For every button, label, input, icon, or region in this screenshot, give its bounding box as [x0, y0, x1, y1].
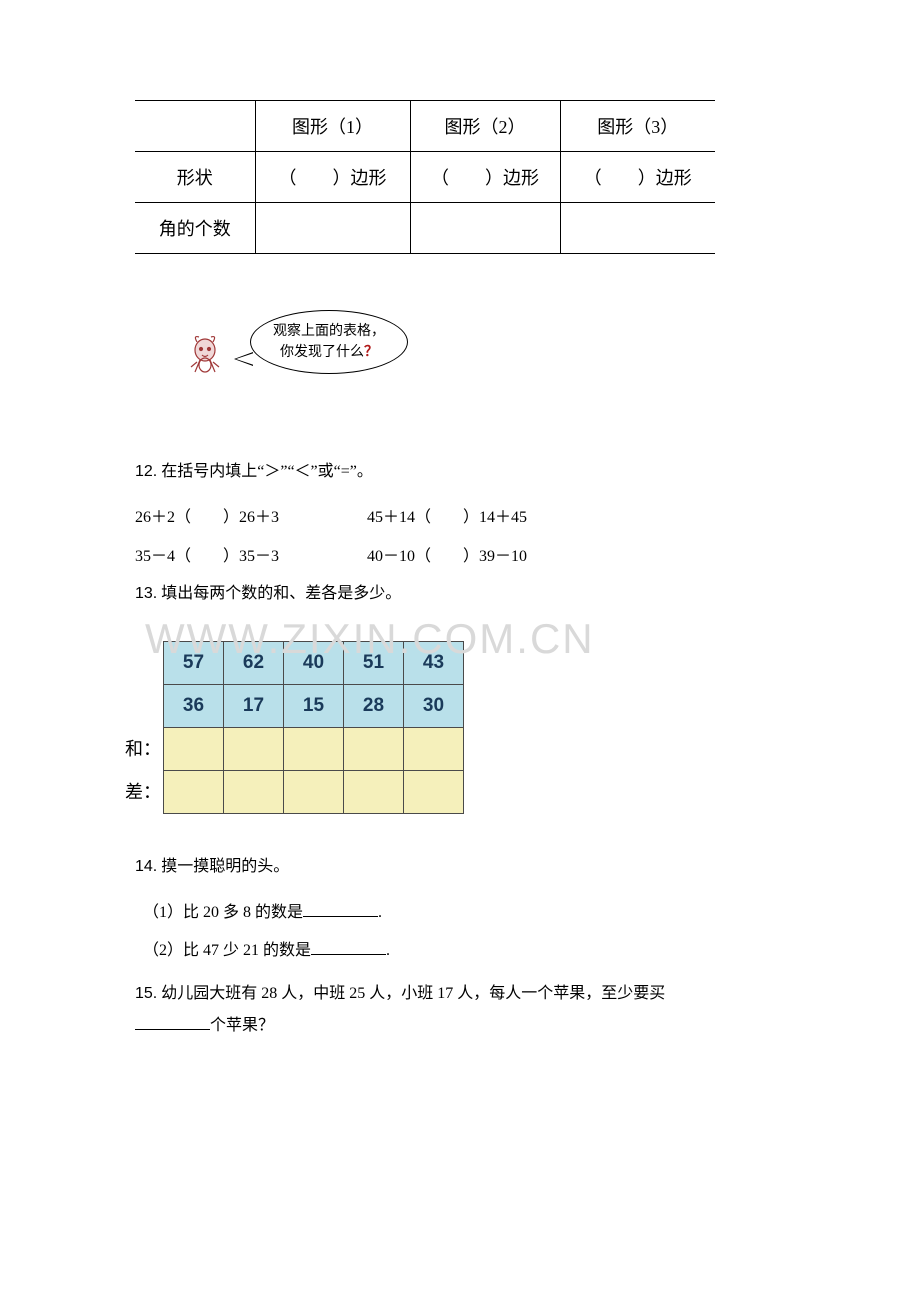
q12-text: 在括号内填上“＞”“＜”或“=”。 — [161, 463, 373, 480]
q14-s2: （2）比 47 少 21 的数是. — [143, 936, 785, 960]
t2-r2c1: 36 — [164, 685, 224, 728]
t1-h2: 图形（2） — [410, 101, 560, 152]
mascot-icon — [185, 332, 225, 382]
q13: 13. 填出每两个数的和、差各是多少。 — [135, 581, 785, 607]
q15-text-b: 个苹果？ — [210, 1017, 274, 1034]
t2-r2c5: 30 — [404, 685, 464, 728]
q15-text-a: 幼儿园大班有 28 人，中班 25 人，小班 17 人，每人一个苹果，至少要买 — [161, 985, 665, 1002]
q14-text: 摸一摸聪明的头。 — [161, 858, 289, 875]
t2-r2c4: 28 — [344, 685, 404, 728]
t2-r1c5: 43 — [404, 642, 464, 685]
t2-labels: 和： 差： — [125, 642, 161, 814]
t1-r2-label: 形状 — [135, 152, 255, 203]
t2-r1c3: 40 — [284, 642, 344, 685]
t2-r2c3: 15 — [284, 685, 344, 728]
q15: 15. 幼儿园大班有 28 人，中班 25 人，小班 17 人，每人一个苹果，至… — [135, 978, 785, 1042]
q13-text: 填出每两个数的和、差各是多少。 — [161, 585, 401, 602]
bubble-line1: 观察上面的表格， — [273, 321, 385, 342]
diff-label: 差： — [125, 771, 161, 814]
q14-num: 14. — [135, 858, 157, 875]
t2-r1c1: 57 — [164, 642, 224, 685]
bubble-section: 观察上面的表格， 你发现了什么？ — [190, 304, 785, 399]
t1-r3-label: 角的个数 — [135, 203, 255, 254]
blank — [311, 939, 386, 955]
q12-row2: 35－4（ ）35－3 40－10（ ）39－10 — [135, 542, 785, 566]
t1-shape1: （ ）边形 — [255, 152, 410, 203]
q14: 14. 摸一摸聪明的头。 — [135, 854, 785, 880]
t1-shape3: （ ）边形 — [560, 152, 715, 203]
t1-h1: 图形（1） — [255, 101, 410, 152]
q12: 12. 在括号内填上“＞”“＜”或“=”。 — [135, 459, 785, 485]
bubble-line2: 你发现了什么？ — [273, 342, 385, 363]
t2-r1c2: 62 — [224, 642, 284, 685]
q12-row1: 26＋2（ ）26＋3 45＋14（ ）14＋45 — [135, 503, 785, 527]
t1-h3: 图形（3） — [560, 101, 715, 152]
q14-s1: （1）比 20 多 8 的数是. — [143, 898, 785, 922]
speech-bubble: 观察上面的表格， 你发现了什么？ — [250, 310, 408, 374]
shapes-table: 图形（1） 图形（2） 图形（3） 形状 （ ）边形 （ ）边形 （ ）边形 角… — [135, 100, 715, 254]
t2-r1c4: 51 — [344, 642, 404, 685]
sum-label: 和： — [125, 728, 161, 771]
blank — [303, 901, 378, 917]
t1-ang3 — [560, 203, 715, 254]
q15-num: 15. — [135, 985, 157, 1002]
sumdiff-section: 和： 差： 57 62 40 51 43 36 17 15 28 30 — [125, 641, 785, 814]
q12-num: 12. — [135, 463, 157, 480]
sumdiff-table: 57 62 40 51 43 36 17 15 28 30 — [163, 641, 464, 814]
t2-r2c2: 17 — [224, 685, 284, 728]
blank — [135, 1014, 210, 1030]
t1-blank — [135, 101, 255, 152]
q13-num: 13. — [135, 585, 157, 602]
t1-ang1 — [255, 203, 410, 254]
t1-shape2: （ ）边形 — [410, 152, 560, 203]
t1-ang2 — [410, 203, 560, 254]
